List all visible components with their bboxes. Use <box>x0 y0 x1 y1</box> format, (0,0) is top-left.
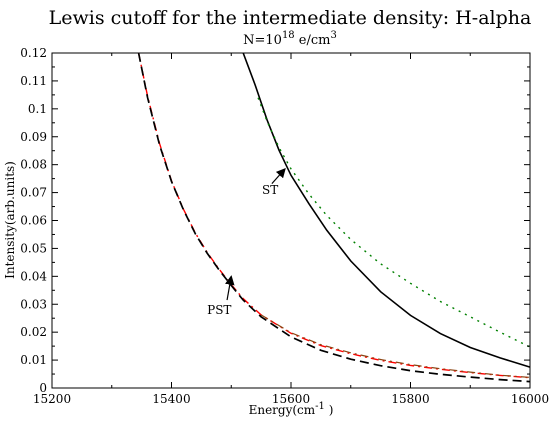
series-line-3 <box>137 52 531 379</box>
x-tick-label: 15600 <box>272 392 310 406</box>
chart-subtitle: N=1018 e/cm3 <box>243 30 337 48</box>
y-tick-label: 0.01 <box>20 353 47 367</box>
x-tick-label: 15400 <box>152 392 190 406</box>
x-tick-label: 15800 <box>391 392 429 406</box>
series-line-5 <box>137 52 531 383</box>
series-group <box>137 52 531 383</box>
x-tick-label: 16000 <box>511 392 549 406</box>
x-axis-label: Energy(cm-1 ) <box>249 401 334 417</box>
annotations: ST PST <box>207 167 286 317</box>
y-tick-label: 0 <box>39 381 47 395</box>
y-tick-label: 0.11 <box>20 74 47 88</box>
y-tick-label: 0.04 <box>20 269 47 283</box>
y-tick-label: 0.1 <box>28 102 47 116</box>
y-tick-label: 0.07 <box>20 186 47 200</box>
annotation-label: ST <box>262 183 278 197</box>
annotation-arrow <box>271 167 286 185</box>
chart-title: Lewis cutoff for the intermediate densit… <box>49 7 532 29</box>
y-tick-label: 0.06 <box>20 214 47 228</box>
y-tick-label: 0.05 <box>20 241 47 255</box>
y-tick-label: 0.03 <box>20 297 47 311</box>
y-tick-label: 0.02 <box>20 325 47 339</box>
plot-frame <box>51 52 531 389</box>
series-line-2 <box>257 97 531 348</box>
y-tick-label: 0.08 <box>20 158 47 172</box>
y-axis-label: Intensity(arb.units) <box>3 161 17 279</box>
axis-ticks: 15200 15400 15600 15800 16000 0 0.01 0.02 0.03 0.… <box>20 46 549 406</box>
annotation-arrow <box>225 275 235 301</box>
series-line-1 <box>242 52 531 368</box>
y-tick-label: 0.09 <box>20 130 47 144</box>
series-line-4 <box>260 314 531 378</box>
annotation-label: PST <box>207 303 231 317</box>
x-tick-label: 15200 <box>33 392 71 406</box>
y-tick-label: 0.12 <box>20 46 47 60</box>
